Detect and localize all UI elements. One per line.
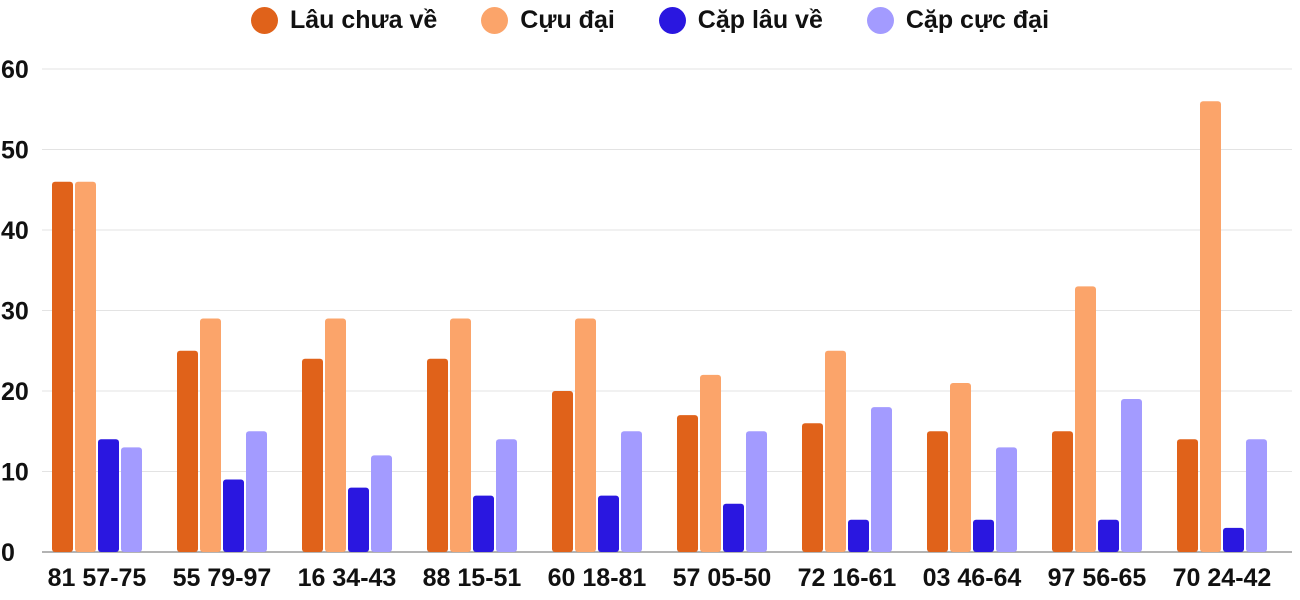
x-tick-label: 97 56-65 — [1048, 564, 1147, 592]
bar-3-10 — [1223, 527, 1244, 552]
y-tick-label: 30 — [1, 298, 29, 326]
bar-3-8 — [973, 519, 994, 552]
bar-3-9 — [1098, 519, 1119, 552]
bar-1-1 — [52, 181, 73, 552]
bar-3-5 — [598, 495, 619, 552]
bar-2-9 — [1075, 286, 1096, 552]
bar-1-9 — [1052, 431, 1073, 552]
bar-4-3 — [371, 455, 392, 552]
chart-legend: Lâu chưa về Cựu đại Cặp lâu về Cặp cực đ… — [0, 0, 1300, 40]
legend-label-cuu-dai: Cựu đại — [520, 5, 615, 34]
bar-1-6 — [677, 415, 698, 552]
x-tick-label: 57 05-50 — [673, 564, 772, 592]
bar-3-7 — [848, 519, 869, 552]
y-tick-label: 60 — [1, 56, 29, 84]
legend-swatch-cuu-dai — [481, 6, 509, 34]
bars — [52, 101, 1267, 552]
bar-2-4 — [450, 318, 471, 552]
bar-4-4 — [496, 439, 517, 552]
bar-2-3 — [325, 318, 346, 552]
bar-3-4 — [473, 495, 494, 552]
bar-4-1 — [121, 447, 142, 552]
bar-1-8 — [927, 431, 948, 552]
bar-1-4 — [427, 358, 448, 552]
y-tick-label: 40 — [1, 217, 29, 245]
bar-1-2 — [177, 350, 198, 552]
x-tick-label: 03 46-64 — [923, 564, 1022, 592]
bar-4-6 — [746, 431, 767, 552]
bar-3-3 — [348, 487, 369, 552]
bar-2-6 — [700, 374, 721, 552]
x-tick-label: 88 15-51 — [423, 564, 522, 592]
legend-swatch-cap-lau-ve — [658, 6, 686, 34]
x-axis-ticks: 81 57-75 55 79-97 16 34-43 88 15-51 60 18-81… — [48, 564, 1272, 592]
legend-label-cap-lau-ve: Cặp lâu về — [697, 5, 823, 34]
legend-item-cap-lau-ve: Cặp lâu về — [658, 5, 823, 35]
bar-4-2 — [246, 431, 267, 552]
legend-swatch-lau-chua-ve — [250, 6, 278, 34]
y-tick-label: 20 — [1, 378, 29, 406]
bar-3-6 — [723, 503, 744, 552]
legend-item-cuu-dai: Cựu đại — [481, 6, 615, 35]
x-tick-label: 16 34-43 — [298, 564, 397, 592]
legend-swatch-cap-cuc-dai — [866, 6, 894, 34]
bar-2-5 — [575, 318, 596, 552]
y-tick-label: 50 — [1, 137, 29, 165]
legend-label-cap-cuc-dai: Cặp cực đại — [905, 5, 1050, 34]
bar-1-3 — [302, 358, 323, 552]
bar-2-2 — [200, 318, 221, 552]
bar-2-8 — [950, 382, 971, 552]
x-tick-label: 60 18-81 — [548, 564, 647, 592]
bar-2-10 — [1200, 101, 1221, 552]
bar-4-8 — [996, 447, 1017, 552]
bar-4-10 — [1246, 439, 1267, 552]
bar-4-7 — [871, 407, 892, 552]
y-tick-label: 10 — [1, 459, 29, 487]
bar-1-10 — [1177, 439, 1198, 552]
x-tick-label: 72 16-61 — [798, 564, 897, 592]
bar-3-1 — [98, 439, 119, 552]
bar-4-9 — [1121, 399, 1142, 552]
x-tick-label: 55 79-97 — [173, 564, 272, 592]
bar-3-2 — [223, 479, 244, 552]
bar-2-7 — [825, 350, 846, 552]
bar-2-1 — [75, 181, 96, 552]
bar-1-7 — [802, 423, 823, 552]
y-axis-ticks: 0 10 20 30 40 50 60 — [1, 56, 29, 567]
bar-1-5 — [552, 391, 573, 552]
legend-item-lau-chua-ve: Lâu chưa về — [250, 5, 438, 35]
legend-label-lau-chua-ve: Lâu chưa về — [289, 5, 438, 34]
bar-4-5 — [621, 431, 642, 552]
y-tick-label: 0 — [1, 539, 15, 567]
x-tick-label: 81 57-75 — [48, 564, 147, 592]
legend-item-cap-cuc-dai: Cặp cực đại — [866, 5, 1050, 35]
x-tick-label: 70 24-42 — [1173, 564, 1272, 592]
